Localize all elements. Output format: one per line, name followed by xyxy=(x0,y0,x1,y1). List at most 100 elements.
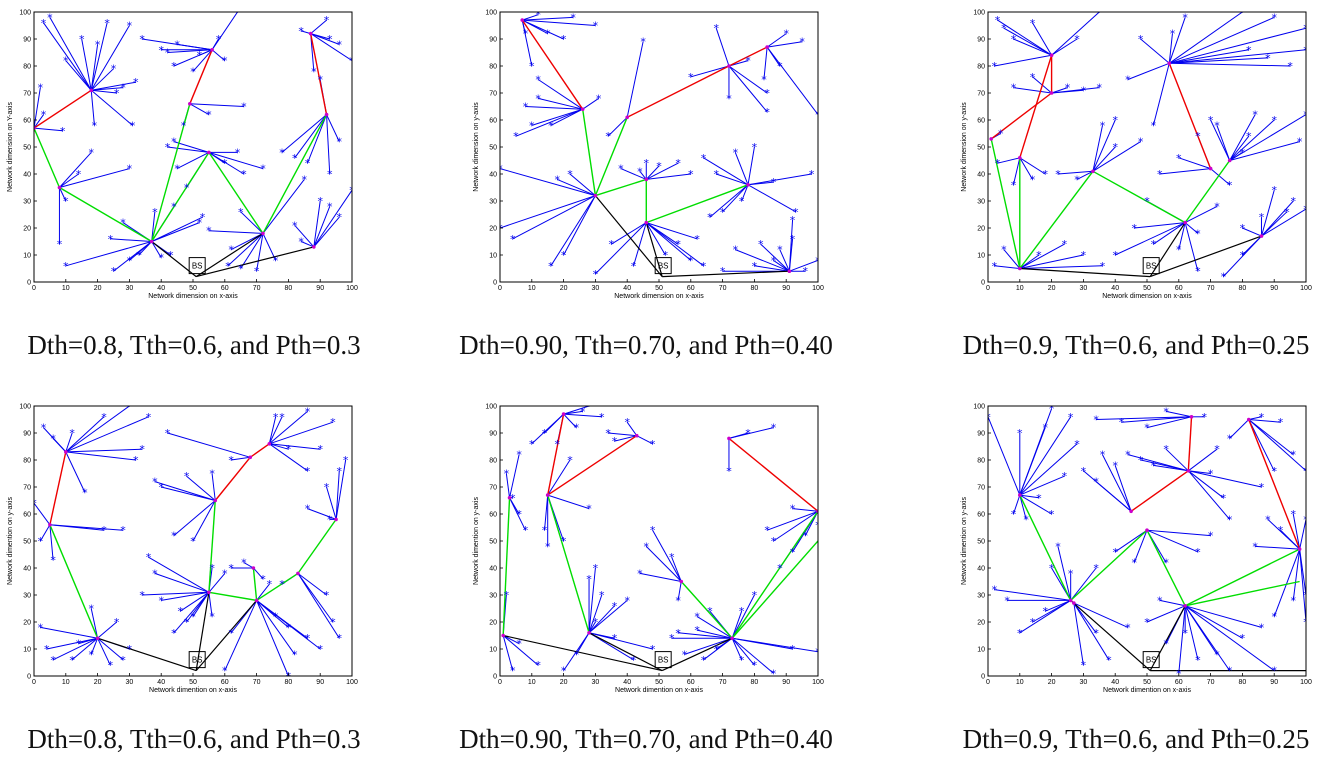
sensor-node: * xyxy=(267,578,273,591)
x-tick-label: 0 xyxy=(32,679,36,686)
member-link xyxy=(173,49,213,67)
member-link xyxy=(1019,243,1065,269)
cluster-head xyxy=(634,433,639,438)
sensor-node: * xyxy=(190,65,196,78)
panel-2: * * * * * * * * * * * * * * * * * * * * * * * * * * * * * * * * * * * * * * * *… xyxy=(466,4,826,304)
x-tick-label: 90 xyxy=(1270,285,1278,292)
member-link xyxy=(608,432,637,437)
member-link xyxy=(550,108,583,126)
member-link xyxy=(537,79,583,110)
y-tick-label: 0 xyxy=(493,280,497,287)
member-link xyxy=(709,184,749,218)
member-link xyxy=(313,216,340,248)
cluster-head xyxy=(1208,166,1213,171)
y-tick-label: 90 xyxy=(23,431,31,438)
green-link xyxy=(262,114,328,234)
member-link xyxy=(1092,125,1103,172)
member-link xyxy=(1184,605,1243,639)
member-link xyxy=(167,146,209,153)
sensor-node: * xyxy=(574,648,580,661)
member-link xyxy=(678,632,733,639)
sensor-node: * xyxy=(41,422,47,435)
sensor-node: * xyxy=(1151,459,1157,472)
sensor-node: * xyxy=(171,200,177,213)
x-axis-label: Network dimension on x-axis xyxy=(148,293,238,300)
y-tick-label: 50 xyxy=(23,145,31,152)
member-link xyxy=(1184,222,1199,272)
sensor-node: * xyxy=(1017,627,1023,640)
member-link xyxy=(646,173,691,180)
sensor-node: * xyxy=(771,254,777,267)
x-tick-label: 90 xyxy=(316,679,324,686)
sensor-node: * xyxy=(88,603,94,616)
member-link xyxy=(1184,605,1199,660)
sensor-node: * xyxy=(241,557,247,570)
sensor-node: * xyxy=(1049,562,1055,575)
member-link xyxy=(1169,57,1268,64)
sensor-node: * xyxy=(777,562,783,575)
member-link xyxy=(1255,545,1300,550)
sensor-node: * xyxy=(1240,222,1246,235)
x-tick-label: 60 xyxy=(687,679,695,686)
sensor-node: * xyxy=(1176,244,1182,257)
member-link xyxy=(763,47,768,80)
bs-link xyxy=(1019,267,1151,278)
member-link xyxy=(1003,27,1052,56)
sensor-node: * xyxy=(1240,6,1246,19)
y-tick-label: 0 xyxy=(493,674,497,681)
sensor-node: * xyxy=(790,546,796,559)
y-tick-label: 100 xyxy=(19,404,31,411)
x-tick-label: 10 xyxy=(62,285,70,292)
sensor-node: * xyxy=(764,524,770,537)
green-link xyxy=(49,524,99,639)
sensor-node: * xyxy=(1303,616,1309,629)
sensor-node: * xyxy=(279,578,285,591)
member-link xyxy=(173,591,210,634)
green-link xyxy=(1185,580,1300,607)
cluster-head xyxy=(64,450,68,454)
green-link xyxy=(502,497,511,636)
member-link xyxy=(747,173,812,186)
x-tick-label: 80 xyxy=(1239,285,1247,292)
green-link xyxy=(594,117,628,196)
sensor-node: * xyxy=(158,44,164,57)
member-link xyxy=(1178,222,1186,250)
member-link xyxy=(97,637,111,666)
sensor-node: * xyxy=(1227,513,1233,526)
x-tick-label: 80 xyxy=(751,679,759,686)
sensor-node: * xyxy=(1001,22,1007,35)
member-link xyxy=(1261,208,1306,237)
member-link xyxy=(34,87,41,129)
member-link xyxy=(177,43,213,51)
member-link xyxy=(588,600,628,634)
member-link xyxy=(645,222,704,267)
sensor-node: * xyxy=(111,265,117,278)
sensor-node: * xyxy=(1291,594,1297,607)
sensor-node: * xyxy=(324,14,330,27)
sensor-node: * xyxy=(114,616,120,629)
sensor-node: * xyxy=(305,503,311,516)
member-link xyxy=(639,572,682,582)
sensor-node: * xyxy=(69,427,75,440)
sensor-node: * xyxy=(171,60,177,73)
sensor-node: * xyxy=(111,63,117,76)
sensor-node: * xyxy=(127,400,133,413)
member-link xyxy=(1073,602,1110,661)
member-link xyxy=(326,114,340,142)
sensor-node: * xyxy=(523,524,529,537)
member-link xyxy=(754,265,790,272)
member-link xyxy=(211,473,216,501)
member-link xyxy=(1012,494,1021,515)
member-link xyxy=(1032,599,1071,623)
green-link xyxy=(595,178,647,197)
y-tick-label: 80 xyxy=(489,458,497,465)
sensor-node: * xyxy=(764,106,770,119)
member-link xyxy=(1273,548,1301,617)
bs-link xyxy=(1149,605,1186,671)
sensor-node: * xyxy=(790,214,796,227)
green-link xyxy=(59,186,153,243)
y-tick-label: 10 xyxy=(23,253,31,260)
green-link xyxy=(34,127,61,188)
plot-frame xyxy=(987,11,1307,283)
cluster-head xyxy=(188,102,192,106)
